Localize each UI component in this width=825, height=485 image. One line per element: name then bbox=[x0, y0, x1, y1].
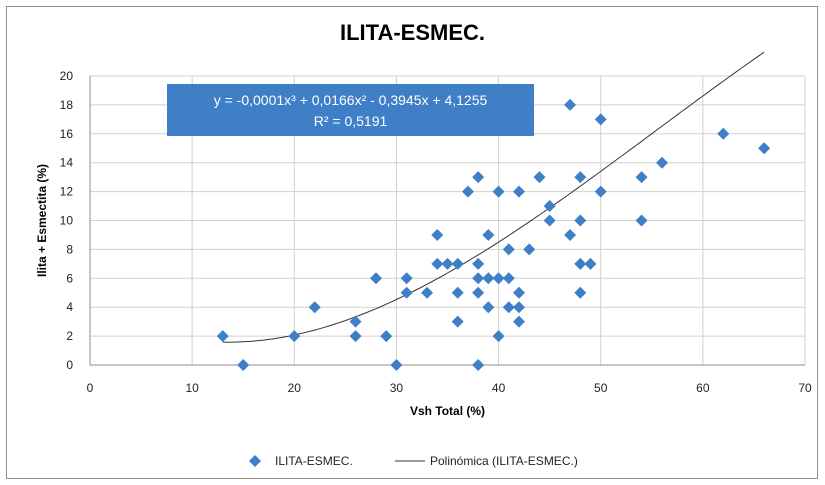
axes bbox=[89, 76, 805, 366]
data-point bbox=[574, 214, 587, 227]
data-point bbox=[349, 315, 362, 328]
data-point bbox=[400, 272, 413, 285]
legend-label-trendline: Polinómica (ILITA-ESMEC.) bbox=[430, 454, 578, 468]
data-point bbox=[502, 272, 515, 285]
y-tick-label: 4 bbox=[66, 300, 73, 314]
data-point bbox=[492, 330, 505, 343]
data-point bbox=[441, 257, 454, 270]
r-squared-text: R² = 0,5191 bbox=[314, 113, 388, 129]
data-point bbox=[635, 214, 648, 227]
y-tick-label: 16 bbox=[60, 127, 74, 141]
data-point bbox=[431, 228, 444, 241]
data-point bbox=[574, 286, 587, 299]
data-point bbox=[758, 142, 771, 155]
y-tick-label: 10 bbox=[60, 214, 74, 228]
equation-box-bg bbox=[167, 84, 534, 136]
data-point bbox=[482, 272, 495, 285]
trendline bbox=[222, 51, 765, 343]
data-point bbox=[482, 301, 495, 314]
x-tick-label: 10 bbox=[185, 381, 199, 395]
data-point bbox=[543, 200, 556, 213]
y-tick-label: 18 bbox=[60, 98, 74, 112]
data-point bbox=[513, 286, 525, 299]
data-point bbox=[451, 286, 464, 299]
data-point bbox=[492, 185, 505, 198]
data-point bbox=[543, 214, 556, 227]
legend-marker-diamond bbox=[249, 455, 261, 467]
data-point bbox=[370, 272, 382, 285]
x-tick-label: 60 bbox=[696, 381, 710, 395]
x-tick-label: 70 bbox=[798, 381, 812, 395]
equation-box: y = -0,0001x³ + 0,0166x² - 0,3945x + 4,1… bbox=[167, 84, 534, 136]
x-tick-label: 30 bbox=[390, 381, 404, 395]
data-point bbox=[472, 171, 485, 184]
data-point bbox=[574, 171, 587, 184]
data-point bbox=[564, 98, 577, 111]
data-point bbox=[349, 330, 362, 343]
data-point bbox=[492, 272, 505, 285]
tick-labels: 0 10 20 30 40 50 60 70 0 2 4 6 8 10 12 14 16 18 20 bbox=[60, 69, 812, 395]
data-point bbox=[656, 156, 668, 169]
data-point bbox=[513, 301, 525, 314]
data-point bbox=[472, 286, 485, 299]
x-tick-label: 20 bbox=[288, 381, 302, 395]
data-point bbox=[461, 185, 474, 198]
data-point bbox=[472, 359, 485, 371]
equation-text: y = -0,0001x³ + 0,0166x² - 0,3945x + 4,1… bbox=[214, 92, 488, 108]
y-tick-label: 14 bbox=[60, 156, 74, 170]
data-point bbox=[400, 286, 413, 299]
y-tick-label: 0 bbox=[66, 358, 73, 372]
data-point bbox=[421, 286, 434, 299]
y-tick-label: 2 bbox=[66, 329, 73, 343]
data-point bbox=[533, 171, 546, 184]
x-tick-label: 50 bbox=[594, 381, 608, 395]
data-point bbox=[523, 243, 536, 256]
data-point bbox=[308, 301, 321, 314]
x-tick-label: 0 bbox=[87, 381, 94, 395]
data-points bbox=[216, 98, 771, 371]
data-point bbox=[390, 359, 403, 371]
x-axis-label: Vsh Total (%) bbox=[410, 404, 485, 418]
data-point bbox=[502, 243, 515, 256]
data-point bbox=[564, 228, 577, 241]
data-point bbox=[482, 228, 495, 241]
data-point bbox=[216, 330, 229, 343]
data-point bbox=[635, 171, 648, 184]
data-point bbox=[380, 330, 393, 343]
data-point bbox=[451, 315, 464, 328]
data-point bbox=[513, 185, 525, 198]
data-point bbox=[502, 301, 515, 314]
data-point bbox=[472, 257, 485, 270]
data-point bbox=[431, 257, 444, 270]
data-point bbox=[472, 272, 485, 285]
legend: ILITA-ESMEC. Polinómica (ILITA-ESMEC.) bbox=[249, 454, 578, 468]
y-tick-label: 20 bbox=[60, 69, 74, 83]
data-point bbox=[288, 330, 301, 343]
data-point bbox=[237, 359, 250, 371]
data-point bbox=[717, 127, 730, 140]
y-tick-label: 8 bbox=[66, 242, 73, 256]
y-tick-label: 6 bbox=[66, 271, 73, 285]
chart-title: ILITA-ESMEC. bbox=[339, 20, 486, 45]
data-point bbox=[594, 113, 607, 126]
y-axis-label: Ilita + Esmectita (%) bbox=[35, 164, 49, 277]
data-point bbox=[451, 257, 464, 270]
data-point bbox=[594, 185, 607, 198]
x-tick-label: 40 bbox=[492, 381, 506, 395]
y-tick-label: 12 bbox=[60, 185, 74, 199]
data-point bbox=[574, 257, 587, 270]
data-point bbox=[584, 257, 597, 270]
legend-label-series: ILITA-ESMEC. bbox=[275, 454, 353, 468]
trendline-group bbox=[222, 51, 765, 343]
data-point bbox=[513, 315, 525, 328]
